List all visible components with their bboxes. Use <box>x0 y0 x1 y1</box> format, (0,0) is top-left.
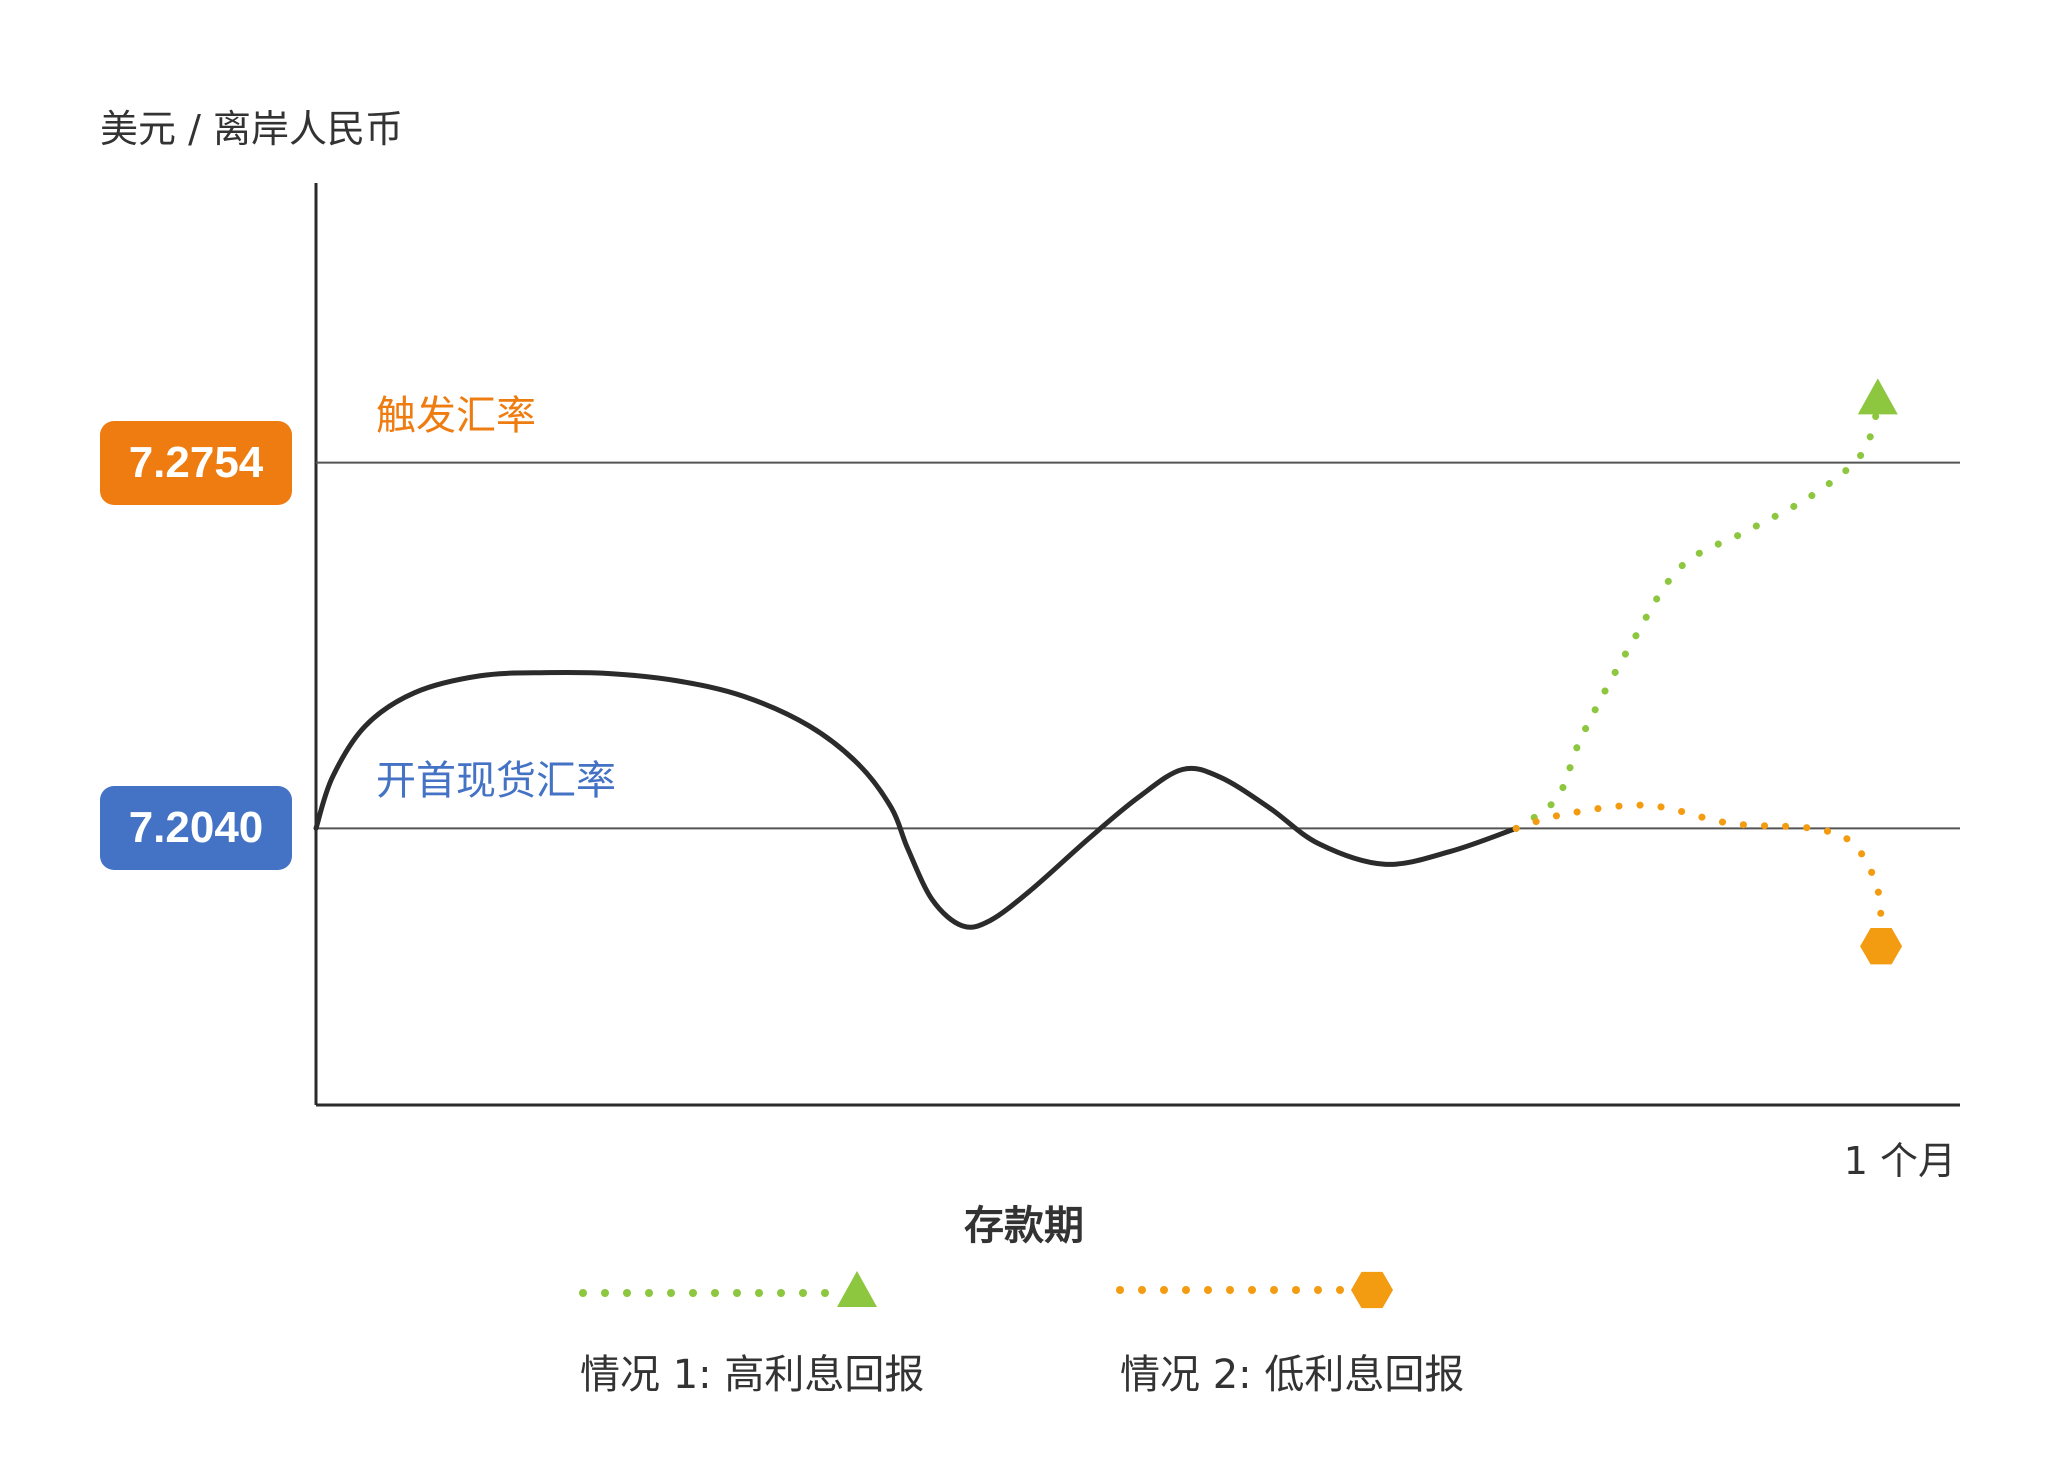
legend-low-dot <box>1270 1286 1278 1294</box>
spot-rate-badge: 7.2040 <box>100 786 292 871</box>
legend-low-hexagon-marker <box>1351 1271 1393 1309</box>
legend-high-dot <box>623 1289 631 1297</box>
scenario-low-series <box>1512 801 1903 965</box>
main-series-line <box>313 669 1519 930</box>
legend-high-dot <box>733 1289 741 1297</box>
legend-high-dot <box>711 1289 719 1297</box>
legend-high-sample <box>579 1271 877 1307</box>
legend-low-dot <box>1160 1286 1168 1294</box>
legend-high-triangle-marker <box>837 1271 877 1307</box>
trigger-rate-label: 触发汇率 <box>376 392 536 439</box>
legend-low-dot <box>1314 1286 1322 1294</box>
scenario-high-series <box>1512 378 1898 832</box>
legend-low-dot <box>1226 1286 1234 1294</box>
legend-high-dot <box>755 1289 763 1297</box>
x-axis-end-tick: 1 个月 <box>1843 1139 1956 1183</box>
scenario-high-triangle-marker <box>1857 378 1898 415</box>
x-axis-label: 存款期 <box>964 1203 1084 1249</box>
spot-rate-label: 开首现货汇率 <box>376 758 616 805</box>
legend-high-dot <box>667 1289 675 1297</box>
scenario-low-hexagon-marker <box>1860 928 1903 965</box>
legend-high-dot <box>645 1289 653 1297</box>
legend-low-dot <box>1116 1286 1124 1294</box>
legend-high-dot <box>601 1289 609 1297</box>
trigger-rate-badge: 7.2754 <box>100 420 292 505</box>
scenario-high-dotted-line <box>1512 404 1882 832</box>
legend-high-dot <box>689 1289 697 1297</box>
legend-low-sample <box>1116 1271 1393 1309</box>
legend-high-dot <box>821 1289 829 1297</box>
y-axis-label: 美元 / 离岸人民币 <box>100 107 403 151</box>
legend-label-high: 情况 1: 高利息回报 <box>580 1352 925 1398</box>
legend-low-dot <box>1182 1286 1190 1294</box>
legend-low-dot <box>1204 1286 1212 1294</box>
legend-low-dot <box>1292 1286 1300 1294</box>
legend-low-dot <box>1336 1286 1344 1294</box>
scenario-low-dotted-line <box>1512 801 1885 950</box>
legend-high-dot <box>799 1289 807 1297</box>
legend-low-dot <box>1138 1286 1146 1294</box>
legend-low-dot <box>1248 1286 1256 1294</box>
legend-label-low: 情况 2: 低利息回报 <box>1120 1352 1465 1398</box>
legend-high-dot <box>777 1289 785 1297</box>
legend-high-dot <box>579 1289 587 1297</box>
